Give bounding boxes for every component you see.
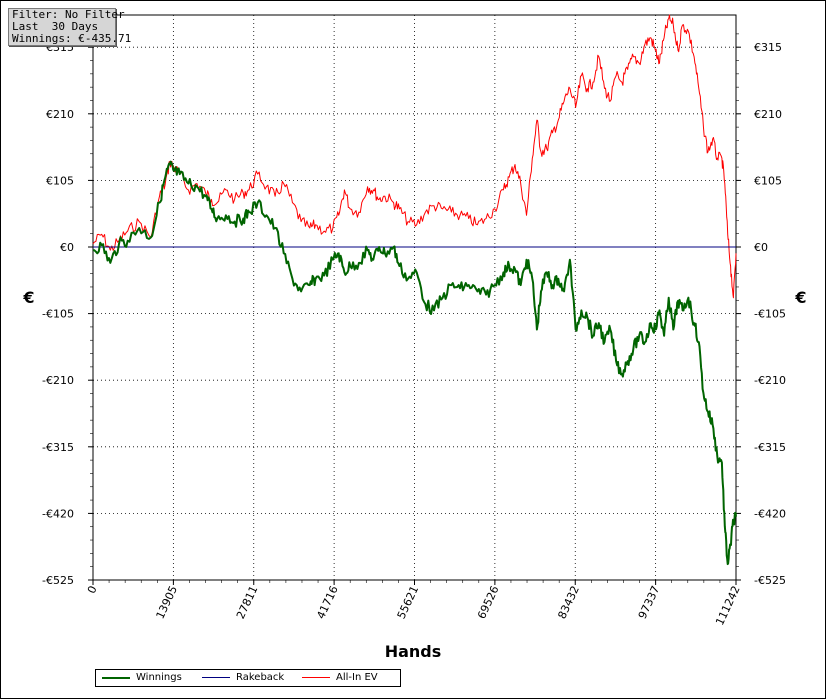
legend-item-winnings: Winnings (102, 671, 192, 685)
y-tick-label-left: -€420 (42, 507, 74, 520)
y-tick-label-left: €105 (46, 174, 74, 187)
filter-label: Filter: No Filter (12, 8, 125, 21)
y-tick-label-right: -€525 (754, 574, 786, 587)
series-lines (92, 14, 737, 566)
filter-info-box: Filter: No Filter Last 30 Days Winnings: €… (8, 8, 132, 46)
legend-item-all-in-ev: All-In EV (302, 671, 396, 685)
legend: Winnings Rakeback All-In EV (95, 669, 401, 687)
legend-swatch-rakeback (202, 677, 230, 678)
period-label: Last 30 Days (12, 20, 99, 33)
x-tick-label: 97337 (636, 584, 663, 621)
grid (93, 15, 736, 581)
axis-ticks: €315 €315€210 €210€105 €105€0 €0-€105 -€105-€… (42, 33, 786, 628)
y-tick-label-left: €210 (46, 108, 74, 121)
y-tick-label-right: €315 (754, 41, 782, 54)
y-tick-label-left: -€210 (42, 374, 74, 387)
y-axis-title-right: € (794, 288, 806, 307)
series-line-all-in-ev (92, 14, 737, 299)
legend-label-winnings: Winnings (136, 672, 182, 683)
x-axis-title: Hands (385, 642, 442, 661)
x-tick-label: 0 (85, 584, 100, 596)
y-tick-label-left: -€105 (42, 308, 74, 321)
x-tick-label: 13905 (154, 584, 181, 621)
y-tick-label-right: -€210 (754, 374, 786, 387)
x-tick-label: 41716 (314, 584, 341, 621)
x-tick-label: 83432 (555, 584, 582, 621)
y-tick-label-left: -€315 (42, 441, 74, 454)
y-tick-label-right: -€420 (754, 507, 786, 520)
winnings-total-label: Winnings: €-435.71 (12, 32, 132, 45)
legend-swatch-winnings (102, 677, 130, 679)
y-axis-title-left: € (22, 288, 34, 307)
x-tick-label: 27811 (234, 584, 261, 621)
legend-swatch-all-in-ev (302, 677, 330, 678)
x-tick-label: 111242 (713, 584, 743, 628)
legend-item-rakeback: Rakeback (202, 671, 292, 685)
x-tick-label: 69526 (475, 584, 502, 621)
legend-label-all-in-ev: All-In EV (336, 672, 378, 683)
legend-label-rakeback: Rakeback (236, 672, 285, 683)
y-tick-label-left: €0 (60, 241, 74, 254)
series-line-winnings (92, 160, 737, 566)
y-tick-label-left: -€525 (42, 574, 74, 587)
x-tick-label: 55621 (395, 584, 422, 621)
y-tick-label-right: €0 (754, 241, 768, 254)
y-tick-label-right: €210 (754, 108, 782, 121)
y-tick-label-right: €105 (754, 174, 782, 187)
y-tick-label-right: -€105 (754, 308, 786, 321)
y-tick-label-right: -€315 (754, 441, 786, 454)
